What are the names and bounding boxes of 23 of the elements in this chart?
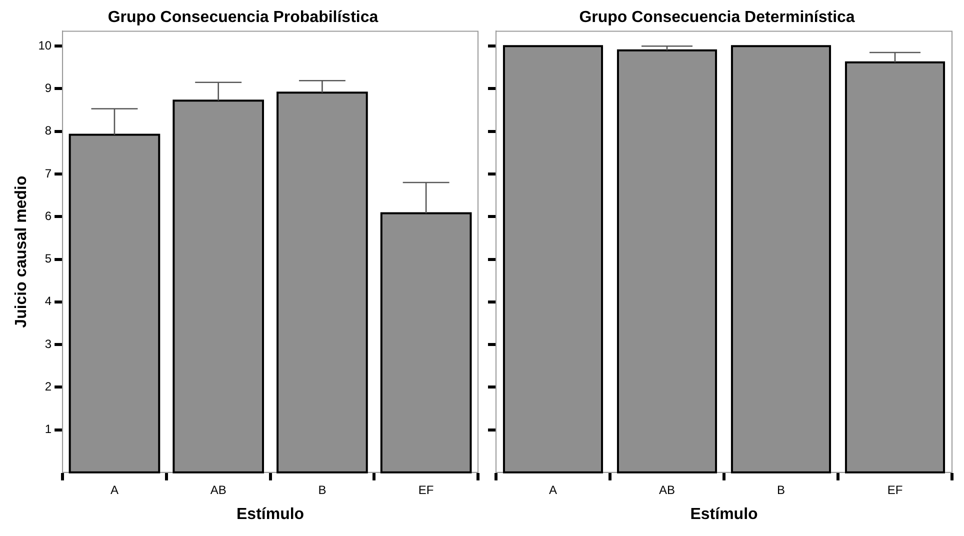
x-tick-label: AB [210,482,226,497]
x-tick-label: EF [887,482,903,497]
y-tick-label: 8 [44,124,52,138]
y-tick-label: 3 [44,336,52,351]
y-axis-title: Juicio causal medio [13,176,30,328]
y-tick-label: 10 [38,38,52,52]
x-axis-title: Estímulo [690,506,758,523]
chart-title: Grupo Consecuencia Probabilística [108,9,378,26]
x-tick-label: EF [418,482,434,497]
y-tick-label: 6 [44,208,52,223]
x-tick-label: A [110,482,118,497]
y-tick-label: 7 [44,166,52,180]
y-tick-label: 2 [44,379,52,394]
x-tick-label: B [318,482,326,497]
x-tick-label: A [548,482,558,497]
x-tick-label: AB [658,482,676,497]
y-tick-label: 5 [44,252,52,266]
chart-title: Grupo Consecuencia Determinística [579,9,855,26]
x-axis-title: Estímulo [236,506,304,523]
y-tick-label: 4 [44,294,52,308]
y-tick-label: 9 [44,81,52,96]
y-tick-label: 1 [44,422,52,436]
x-tick-label: B [776,482,786,497]
